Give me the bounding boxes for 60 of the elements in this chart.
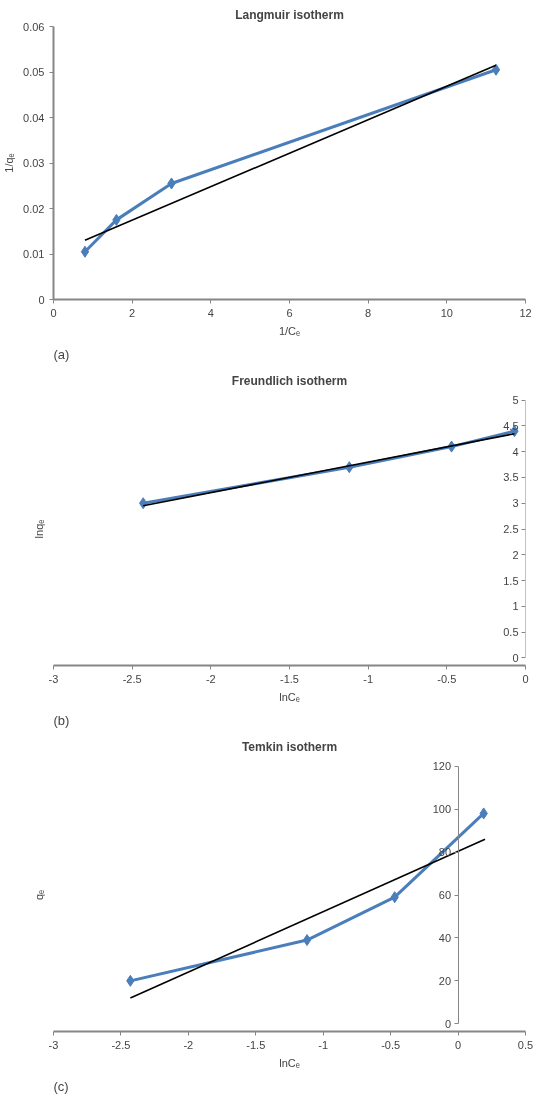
x-tick-label: 0 xyxy=(522,672,529,685)
y-tick-label: 5 xyxy=(512,394,519,407)
y-tick-label: 0 xyxy=(38,293,45,306)
y-tick-label: 3.5 xyxy=(503,471,519,484)
y-tick-label: 0.06 xyxy=(23,20,45,33)
x-tick-label: -1 xyxy=(363,672,374,685)
x-tick-label: -2 xyxy=(205,672,216,685)
y-tick-label: 4.5 xyxy=(503,419,519,432)
point xyxy=(491,63,501,76)
x-axis-title: lnCₑ xyxy=(279,1056,300,1069)
y-tick-label: 40 xyxy=(438,931,452,944)
y-tick-label: 3 xyxy=(512,497,519,510)
y-tick-label: 20 xyxy=(438,974,452,987)
x-tick-label: -0.5 xyxy=(437,672,457,685)
y-tick-label: 0.05 xyxy=(23,66,45,78)
x-axis-title: 1/Cₑ xyxy=(278,324,301,337)
text: (b) xyxy=(53,712,70,728)
y-axis-title: qₑ xyxy=(32,889,45,901)
y-axis-title: 1/qₑ xyxy=(3,153,16,173)
y-tick-label: 0.03 xyxy=(23,157,45,169)
x-tick-label: -2.5 xyxy=(111,1038,131,1051)
y-axis-title: lnqₑ xyxy=(32,519,45,539)
y-tick-label: 1 xyxy=(512,600,519,613)
y-tick-label: 0.02 xyxy=(23,202,45,215)
y-tick-label: 0 xyxy=(512,651,519,664)
x-tick-label: -2.5 xyxy=(122,672,142,685)
y-tick-label: 0.01 xyxy=(23,248,45,260)
x-tick-label: 6 xyxy=(286,306,293,319)
x-tick-label: -3 xyxy=(48,672,59,685)
x-tick-label: 12 xyxy=(519,306,532,319)
y-tick-label: 120 xyxy=(432,760,452,773)
y-tick-label: 60 xyxy=(438,889,452,901)
y-tick-label: 1.5 xyxy=(503,574,519,587)
y-tick-label: 100 xyxy=(432,803,452,816)
x-tick-label: 0 xyxy=(455,1038,462,1051)
point xyxy=(302,934,312,947)
x-tick-label: -1.5 xyxy=(280,672,299,685)
y-tick-label: 0 xyxy=(444,1017,452,1030)
x-tick-label: -3 xyxy=(48,1038,59,1051)
y-tick-label: 0.5 xyxy=(503,626,519,639)
text: (c) xyxy=(53,1078,69,1094)
text: (a) xyxy=(53,346,70,362)
point xyxy=(80,245,90,258)
x-axis-title: lnCₑ xyxy=(279,690,300,703)
x-tick-label: -2 xyxy=(183,1038,194,1051)
chart-title: Freundlich isotherm xyxy=(231,373,348,388)
chart-title: Langmuir isotherm xyxy=(235,7,344,22)
y-tick-label: 4 xyxy=(512,445,519,458)
x-tick-label: 8 xyxy=(365,306,372,319)
x-tick-label: 2 xyxy=(129,306,136,319)
x-tick-label: -0.5 xyxy=(381,1038,401,1051)
x-tick-label: 4 xyxy=(207,306,214,319)
x-tick-label: -1 xyxy=(318,1038,329,1051)
y-tick-label: 0.04 xyxy=(23,111,45,124)
y-tick-label: 2.5 xyxy=(503,523,519,535)
chart-title: Temkin isotherm xyxy=(241,739,338,754)
x-tick-label: 0 xyxy=(50,306,57,319)
x-tick-label: 10 xyxy=(440,306,453,319)
y-tick-label: 2 xyxy=(512,548,519,561)
x-tick-label: -1.5 xyxy=(246,1038,266,1051)
